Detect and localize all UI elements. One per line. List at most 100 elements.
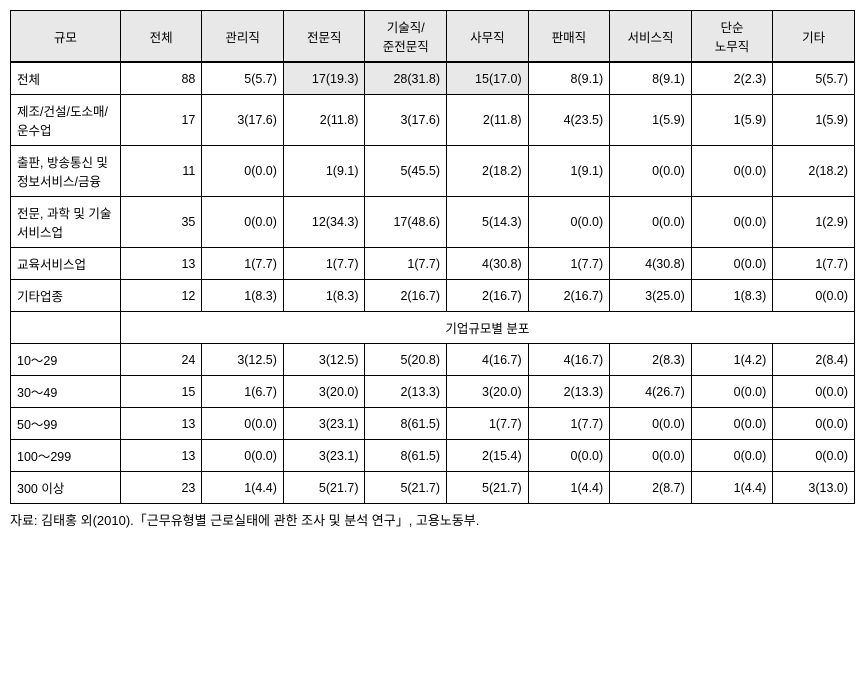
data-cell: 0(0.0) [773, 280, 855, 312]
table-header: 규모전체관리직전문직기술직/ 준전문직사무직판매직서비스직단순 노무직기타 [11, 11, 855, 63]
data-cell: 0(0.0) [610, 440, 692, 472]
data-cell: 17 [120, 95, 202, 146]
data-cell: 3(25.0) [610, 280, 692, 312]
data-cell: 28(31.8) [365, 62, 447, 95]
table-row: 교육서비스업131(7.7)1(7.7)1(7.7)4(30.8)1(7.7)4… [11, 248, 855, 280]
data-cell: 35 [120, 197, 202, 248]
data-cell: 1(5.9) [691, 95, 773, 146]
table-row: 전문, 과학 및 기술 서비스업350(0.0)12(34.3)17(48.6)… [11, 197, 855, 248]
table-row: 100～299130(0.0)3(23.1)8(61.5)2(15.4)0(0.… [11, 440, 855, 472]
data-cell: 11 [120, 146, 202, 197]
data-cell: 2(13.3) [528, 376, 610, 408]
table-row: 50～99130(0.0)3(23.1)8(61.5)1(7.7)1(7.7)0… [11, 408, 855, 440]
data-cell: 0(0.0) [691, 146, 773, 197]
data-cell: 1(4.2) [691, 344, 773, 376]
data-cell: 2(16.7) [447, 280, 529, 312]
row-label: 50～99 [11, 408, 121, 440]
row-label: 30～49 [11, 376, 121, 408]
data-cell: 24 [120, 344, 202, 376]
data-cell: 2(18.2) [773, 146, 855, 197]
data-cell: 5(5.7) [202, 62, 284, 95]
data-cell: 1(9.1) [283, 146, 365, 197]
section-blank [11, 312, 121, 344]
data-cell: 5(21.7) [447, 472, 529, 504]
table-row: 기타업종121(8.3)1(8.3)2(16.7)2(16.7)2(16.7)3… [11, 280, 855, 312]
data-cell: 1(7.7) [528, 408, 610, 440]
data-cell: 2(8.7) [610, 472, 692, 504]
data-cell: 4(30.8) [610, 248, 692, 280]
data-cell: 0(0.0) [202, 408, 284, 440]
source-footnote: 자료: 김태홍 외(2010).「근무유형별 근로실태에 관한 조사 및 분석 … [10, 510, 855, 529]
data-cell: 0(0.0) [202, 440, 284, 472]
data-cell: 1(8.3) [283, 280, 365, 312]
data-cell: 5(14.3) [447, 197, 529, 248]
data-cell: 5(45.5) [365, 146, 447, 197]
table-row: 30～49151(6.7)3(20.0)2(13.3)3(20.0)2(13.3… [11, 376, 855, 408]
table-row: 300 이상231(4.4)5(21.7)5(21.7)5(21.7)1(4.4… [11, 472, 855, 504]
data-cell: 4(16.7) [447, 344, 529, 376]
data-cell: 5(21.7) [283, 472, 365, 504]
data-cell: 2(2.3) [691, 62, 773, 95]
data-cell: 8(61.5) [365, 408, 447, 440]
data-cell: 0(0.0) [773, 440, 855, 472]
data-cell: 2(18.2) [447, 146, 529, 197]
data-cell: 1(7.7) [447, 408, 529, 440]
data-cell: 17(48.6) [365, 197, 447, 248]
data-cell: 4(30.8) [447, 248, 529, 280]
data-cell: 0(0.0) [691, 440, 773, 472]
data-cell: 3(17.6) [365, 95, 447, 146]
data-cell: 1(7.7) [202, 248, 284, 280]
data-cell: 4(23.5) [528, 95, 610, 146]
col-header-2: 관리직 [202, 11, 284, 63]
table-row: 출판, 방송통신 및 정보서비스/금융110(0.0)1(9.1)5(45.5)… [11, 146, 855, 197]
row-label: 300 이상 [11, 472, 121, 504]
table-row: 전체885(5.7)17(19.3)28(31.8)15(17.0)8(9.1)… [11, 62, 855, 95]
data-cell: 1(5.9) [773, 95, 855, 146]
data-cell: 13 [120, 440, 202, 472]
data-cell: 3(20.0) [447, 376, 529, 408]
data-cell: 3(17.6) [202, 95, 284, 146]
data-cell: 12 [120, 280, 202, 312]
data-cell: 0(0.0) [610, 197, 692, 248]
data-cell: 3(23.1) [283, 408, 365, 440]
table-row: 제조/건설/도소매/ 운수업173(17.6)2(11.8)3(17.6)2(1… [11, 95, 855, 146]
data-cell: 5(5.7) [773, 62, 855, 95]
data-cell: 12(34.3) [283, 197, 365, 248]
col-header-3: 전문직 [283, 11, 365, 63]
data-cell: 4(16.7) [528, 344, 610, 376]
row-label: 100～299 [11, 440, 121, 472]
data-cell: 0(0.0) [691, 408, 773, 440]
data-cell: 2(15.4) [447, 440, 529, 472]
data-cell: 0(0.0) [691, 197, 773, 248]
data-cell: 88 [120, 62, 202, 95]
table-section-divider: 기업규모별 분포 [11, 312, 855, 344]
data-cell: 0(0.0) [773, 408, 855, 440]
table-body-size: 10～29243(12.5)3(12.5)5(20.8)4(16.7)4(16.… [11, 344, 855, 504]
data-cell: 0(0.0) [610, 408, 692, 440]
data-cell: 1(7.7) [365, 248, 447, 280]
col-header-6: 판매직 [528, 11, 610, 63]
data-cell: 1(9.1) [528, 146, 610, 197]
data-cell: 0(0.0) [202, 146, 284, 197]
data-cell: 0(0.0) [528, 197, 610, 248]
data-cell: 17(19.3) [283, 62, 365, 95]
data-cell: 0(0.0) [691, 376, 773, 408]
data-cell: 3(12.5) [202, 344, 284, 376]
col-header-1: 전체 [120, 11, 202, 63]
data-cell: 1(7.7) [528, 248, 610, 280]
data-cell: 2(11.8) [447, 95, 529, 146]
data-cell: 15(17.0) [447, 62, 529, 95]
data-cell: 1(8.3) [691, 280, 773, 312]
row-label: 10～29 [11, 344, 121, 376]
section-label: 기업규모별 분포 [120, 312, 854, 344]
data-cell: 13 [120, 408, 202, 440]
data-cell: 1(7.7) [773, 248, 855, 280]
data-cell: 4(26.7) [610, 376, 692, 408]
data-cell: 2(8.4) [773, 344, 855, 376]
data-cell: 0(0.0) [610, 146, 692, 197]
data-cell: 1(4.4) [202, 472, 284, 504]
col-header-4: 기술직/ 준전문직 [365, 11, 447, 63]
table-body-industry: 전체885(5.7)17(19.3)28(31.8)15(17.0)8(9.1)… [11, 62, 855, 312]
data-cell: 5(20.8) [365, 344, 447, 376]
data-cell: 1(5.9) [610, 95, 692, 146]
